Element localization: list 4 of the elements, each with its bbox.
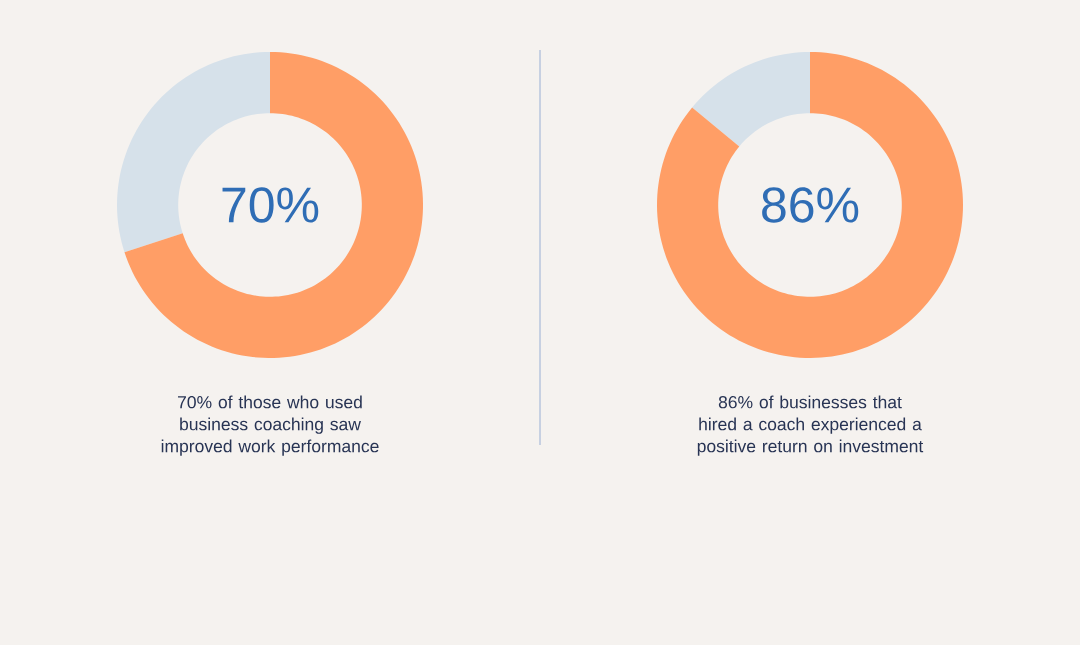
text: 70% (222, 187, 319, 223)
text: 86% of businesses that hired a coach experienced a positive return on investment (697, 395, 924, 456)
text: 70% of those who used business coaching saw improved work performance (161, 395, 379, 456)
text: 86% (762, 187, 859, 223)
